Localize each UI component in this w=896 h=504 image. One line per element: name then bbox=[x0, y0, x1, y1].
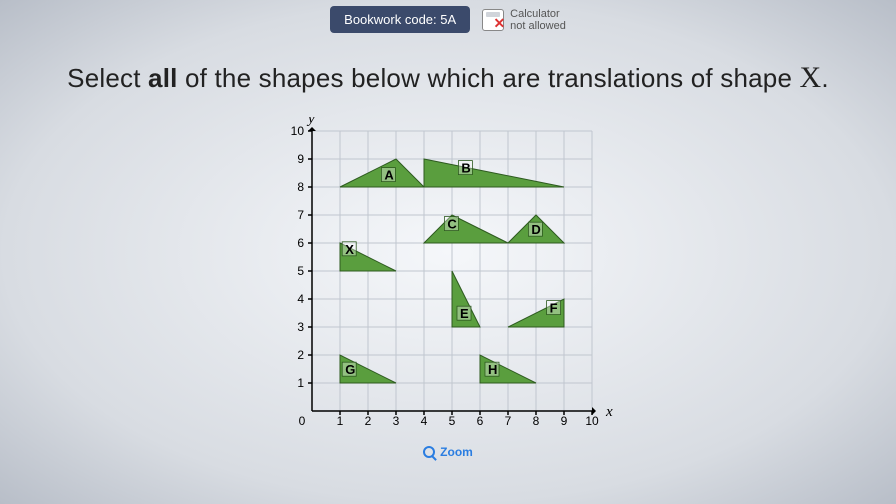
svg-text:5: 5 bbox=[297, 264, 304, 278]
calculator-line1: Calculator bbox=[510, 8, 566, 20]
zoom-icon bbox=[423, 446, 435, 458]
svg-text:10: 10 bbox=[291, 124, 305, 138]
svg-text:1: 1 bbox=[337, 414, 344, 428]
svg-text:4: 4 bbox=[297, 292, 304, 306]
shape-label-C: C bbox=[447, 217, 457, 232]
shape-label-H: H bbox=[488, 362, 497, 377]
shape-label-D: D bbox=[531, 222, 540, 237]
svg-text:10: 10 bbox=[585, 414, 599, 428]
shape-label-A: A bbox=[384, 168, 394, 183]
coordinate-grid[interactable]: X A B C D E F G H 1 1 2 2 3 3 4 4 5 5 6 6 7 7 8 8 9 9 10 10 0 x y bbox=[278, 117, 618, 437]
shape-label-G: G bbox=[345, 362, 355, 377]
svg-text:6: 6 bbox=[477, 414, 484, 428]
calculator-icon: ✕ bbox=[482, 9, 504, 31]
shape-label-F: F bbox=[550, 301, 558, 316]
calculator-status: ✕ Calculator not allowed bbox=[482, 8, 566, 32]
svg-text:4: 4 bbox=[421, 414, 428, 428]
svg-text:3: 3 bbox=[393, 414, 400, 428]
svg-text:0: 0 bbox=[299, 414, 306, 428]
question-text: Select all of the shapes below which are… bbox=[0, 61, 896, 95]
shape-label-X: X bbox=[345, 242, 354, 257]
calculator-line2: not allowed bbox=[510, 20, 566, 32]
svg-text:3: 3 bbox=[297, 320, 304, 334]
zoom-button[interactable]: Zoom bbox=[0, 445, 896, 459]
shape-label-B: B bbox=[461, 161, 470, 176]
zoom-label: Zoom bbox=[440, 445, 473, 459]
svg-text:9: 9 bbox=[561, 414, 568, 428]
svg-text:8: 8 bbox=[297, 180, 304, 194]
svg-text:6: 6 bbox=[297, 236, 304, 250]
shape-label-E: E bbox=[460, 306, 469, 321]
svg-text:2: 2 bbox=[297, 348, 304, 362]
shape-C[interactable] bbox=[424, 215, 508, 243]
svg-text:7: 7 bbox=[505, 414, 512, 428]
svg-text:2: 2 bbox=[365, 414, 372, 428]
svg-text:y: y bbox=[306, 117, 315, 127]
bookwork-badge: Bookwork code: 5A bbox=[330, 6, 470, 33]
svg-text:1: 1 bbox=[297, 376, 304, 390]
svg-text:7: 7 bbox=[297, 208, 304, 222]
svg-text:x: x bbox=[605, 404, 613, 420]
shape-B[interactable] bbox=[424, 159, 564, 187]
svg-text:5: 5 bbox=[449, 414, 456, 428]
svg-text:9: 9 bbox=[297, 152, 304, 166]
svg-text:8: 8 bbox=[533, 414, 540, 428]
